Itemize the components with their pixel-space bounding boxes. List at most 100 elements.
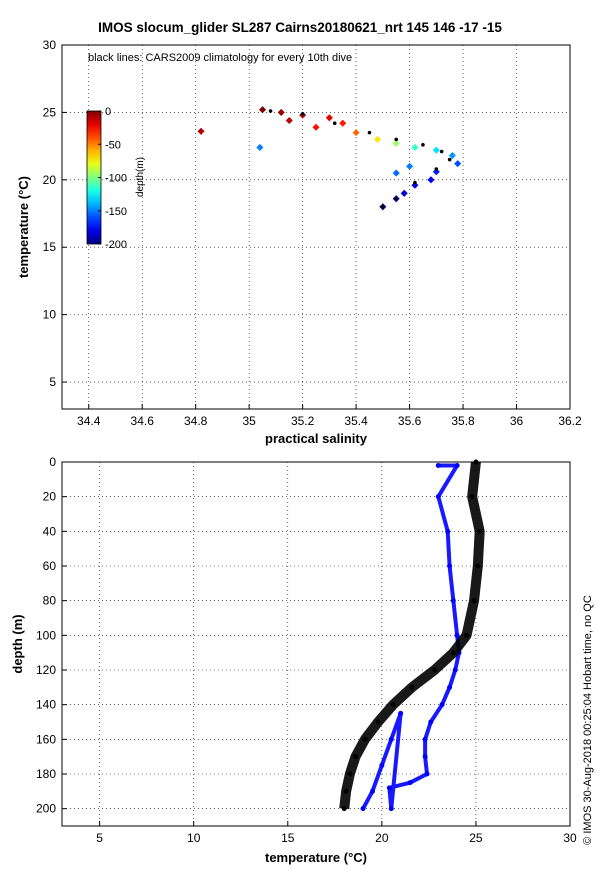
glider-data-point [447, 563, 453, 569]
x-tick-label: 35 [242, 414, 256, 428]
y-tick-label: 25 [43, 105, 57, 119]
glider-data-point [411, 181, 419, 189]
x-tick-label: 36 [510, 414, 524, 428]
y-axis-label: depth (m) [10, 614, 25, 673]
colorbar-tick-label: -150 [105, 206, 127, 218]
glider-data-point [452, 667, 458, 673]
climatology-data-point [353, 754, 359, 760]
x-tick-label: 35.4 [344, 414, 368, 428]
glider-data-point [406, 162, 414, 170]
climatology-data-point [362, 736, 368, 742]
colorbar-tick-label: 0 [105, 106, 111, 118]
glider-data-point [411, 143, 419, 151]
glider-data-point [454, 462, 460, 468]
x-axis-label: temperature (°C) [265, 850, 367, 865]
glider-data-point [388, 736, 394, 742]
climatology-data-point [409, 684, 415, 690]
y-tick-label: 200 [36, 802, 56, 816]
glider-data-point [432, 146, 440, 154]
x-tick-label: 20 [375, 831, 389, 845]
colorbar-tick-label: -100 [105, 173, 127, 185]
x-tick-label: 10 [187, 831, 201, 845]
climatology-data-point [464, 632, 470, 638]
y-tick-label: 30 [43, 38, 57, 52]
glider-data-point [435, 494, 441, 500]
glider-data-point [392, 139, 400, 147]
climatology-data-point [447, 157, 452, 162]
depth-profile-plot: 5 10 15 20 25 30 0 20 40 60 80 100 120 140 160 180 200 te… [10, 455, 577, 865]
climatology-data-point [300, 111, 305, 116]
x-tick-label: 15 [281, 831, 295, 845]
glider-data-point [450, 598, 456, 604]
y-tick-label: 0 [49, 455, 56, 469]
climatology-data-point [332, 121, 337, 125]
glider-data-point [448, 152, 456, 160]
glider-data-point [424, 771, 430, 777]
y-tick-label: 140 [36, 698, 56, 712]
y-tick-label: 15 [43, 240, 57, 254]
colorbar-label: depth(m) [135, 157, 146, 197]
x-tick-label: 34.4 [77, 414, 101, 428]
ts-plot: 34.4 34.6 34.8 35 35.2 35.4 35.6 35.8 36 36.2 5 10 1… [16, 38, 582, 446]
climatology-data-point [381, 204, 385, 209]
x-tick-label: 34.6 [131, 414, 155, 428]
glider-data-point [447, 684, 453, 690]
glider-data-point [439, 702, 445, 708]
glider-data-point [258, 106, 267, 114]
glider-data-point [432, 168, 440, 176]
plot-frame [61, 44, 571, 410]
glider-data-point [360, 806, 366, 812]
glider-data-point [427, 176, 435, 184]
climatology-data-point [450, 650, 456, 656]
climatology-annotation: black lines: CARS2009 climatology for ev… [88, 52, 352, 64]
glider-data-point [312, 123, 320, 131]
y-tick-label: 10 [43, 308, 57, 322]
glider-data-point [400, 189, 408, 197]
x-tick-label: 34.8 [184, 414, 208, 428]
glider-data-point [428, 719, 434, 725]
x-tick-label: 25 [469, 831, 483, 845]
y-tick-label: 20 [43, 490, 57, 504]
y-tick-label: 60 [43, 559, 57, 573]
climatology-data-point [421, 142, 425, 147]
glider-data-point [339, 119, 347, 127]
glider-data-point [454, 160, 462, 168]
y-tick-label: 180 [36, 767, 56, 781]
glider-data-point [277, 108, 285, 116]
climatology-data-point [471, 598, 477, 604]
glider-data-point [256, 143, 264, 151]
climatology-data-point [343, 788, 349, 794]
y-tick-label: 5 [49, 375, 56, 389]
glider-data-point [407, 780, 413, 786]
y-axis-label: temperature (°C) [16, 176, 31, 278]
climatology-data-point [469, 494, 475, 500]
glider-data-point [352, 129, 360, 137]
glider-data-point [435, 462, 441, 468]
glider-data-point [386, 785, 392, 791]
glider-data-point [422, 736, 428, 742]
glider-data-point [197, 127, 205, 135]
climatology-data-point [477, 528, 483, 534]
climatology-data-point [434, 167, 439, 171]
glider-data-point [379, 762, 385, 768]
climatology-data-point [432, 667, 438, 673]
climatology-data-point [268, 109, 273, 113]
x-tick-label: 35.8 [451, 414, 475, 428]
climatology-data-point [473, 459, 479, 465]
y-tick-label: 80 [43, 594, 57, 608]
climatology-data-point [413, 180, 417, 185]
climatology-data-point [394, 196, 399, 201]
climatology-data-point [394, 137, 399, 142]
climatology-data-point [341, 806, 347, 812]
x-tick-label: 36.2 [558, 414, 582, 428]
glider-data-point [369, 788, 375, 794]
x-tick-label: 35.2 [291, 414, 315, 428]
x-tick-label: 30 [563, 831, 577, 845]
glider-data-point [325, 114, 333, 122]
climatology-data-point [347, 771, 353, 777]
glider-data-point [445, 528, 451, 534]
climatology-data-point [375, 719, 381, 725]
climatology-data-point [367, 130, 372, 135]
y-tick-label: 100 [36, 628, 56, 642]
glider-data-point [285, 116, 293, 125]
